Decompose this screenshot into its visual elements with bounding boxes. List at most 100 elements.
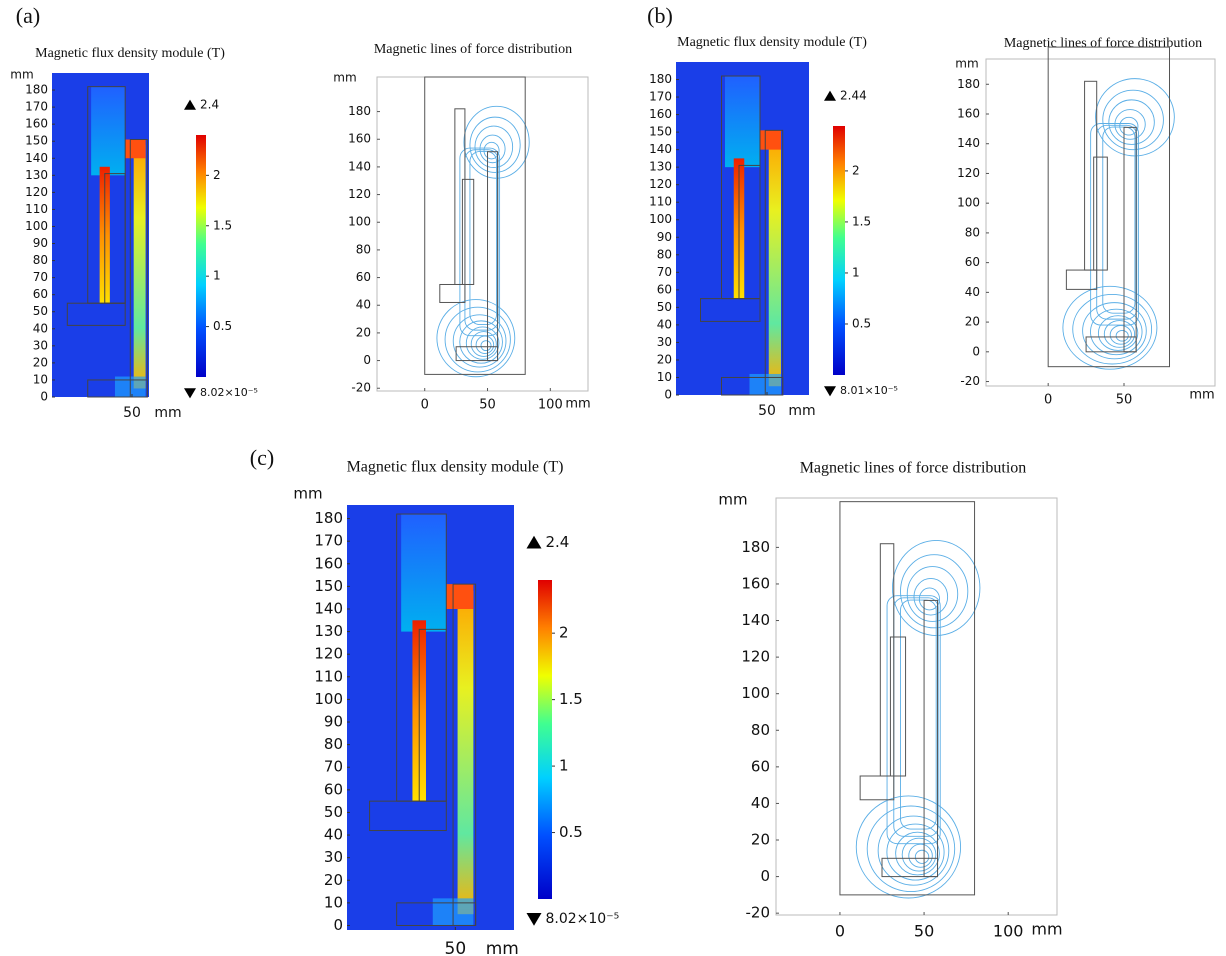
x-tick-label: 50 xyxy=(914,922,934,941)
colorbar-tick-label: 0.5 xyxy=(213,319,232,333)
y-tick-label: 60 xyxy=(751,757,770,775)
y-tick-label: 110 xyxy=(649,195,672,209)
y-tick-label: 20 xyxy=(657,352,672,366)
y-tick-label: 100 xyxy=(348,215,371,229)
plot-title: Magnetic lines of force distribution xyxy=(800,460,1027,477)
y-tick-label: 90 xyxy=(657,230,672,244)
field-line xyxy=(1062,285,1158,370)
field-line xyxy=(1115,329,1129,342)
min-label: 8.01×10⁻⁵ xyxy=(840,384,898,397)
field-line xyxy=(1090,308,1143,356)
field-line xyxy=(470,331,497,357)
y-tick-label: 140 xyxy=(25,151,48,165)
field-line xyxy=(895,831,940,876)
y-tick-label: -20 xyxy=(746,904,771,922)
x-unit: mm xyxy=(154,405,181,421)
outline xyxy=(424,76,526,375)
field-line xyxy=(886,595,941,845)
region xyxy=(91,86,126,176)
field-line xyxy=(908,843,933,868)
field-line xyxy=(1108,99,1155,145)
outline xyxy=(839,501,976,896)
y-tick-label: 150 xyxy=(314,577,343,595)
y-tick-label: -20 xyxy=(960,374,980,388)
outline xyxy=(455,346,499,362)
y-tick-label: 170 xyxy=(25,100,48,114)
plot-title: Magnetic lines of force distribution xyxy=(1004,36,1202,51)
y-tick-label: 80 xyxy=(751,721,770,739)
outline xyxy=(396,902,477,926)
y-tick-label: 50 xyxy=(324,803,343,821)
y-tick-label: 70 xyxy=(657,265,672,279)
x-unit: mm xyxy=(486,939,519,956)
y-tick-label: 180 xyxy=(957,77,980,91)
y-tick-label: 0 xyxy=(363,353,371,367)
min-marker xyxy=(526,913,542,926)
y-tick-label: 40 xyxy=(751,794,770,812)
y-tick-label: 30 xyxy=(324,848,343,866)
outline xyxy=(439,283,466,303)
field-line xyxy=(459,320,503,364)
field-line xyxy=(469,116,521,173)
colorbar xyxy=(196,135,206,377)
y-unit: mm xyxy=(293,485,322,503)
x-tick-label: 50 xyxy=(445,939,467,956)
y-tick-label: 60 xyxy=(33,287,48,301)
y-tick-label: 90 xyxy=(324,713,343,731)
y-tick-label: 60 xyxy=(324,780,343,798)
y-tick-label: 60 xyxy=(657,282,672,296)
y-tick-label: 130 xyxy=(25,168,48,182)
colorbar xyxy=(833,126,845,375)
field-line xyxy=(1114,109,1146,140)
y-tick-label: 120 xyxy=(314,645,343,663)
plot-title: Magnetic flux density module (T) xyxy=(347,459,564,476)
x-tick-label: 100 xyxy=(993,922,1024,941)
field-line xyxy=(1103,320,1136,348)
max-label: 2.4 xyxy=(546,533,570,551)
y-tick-label: 160 xyxy=(348,132,371,146)
outline xyxy=(700,298,761,322)
min-label: 8.02×10⁻⁵ xyxy=(546,911,620,927)
y-tick-label: 140 xyxy=(314,599,343,617)
x-tick-label: 50 xyxy=(758,403,776,419)
field-line xyxy=(469,150,498,326)
colorbar-tick-label: 2 xyxy=(559,624,569,642)
colorbar-tick-label: 2 xyxy=(852,163,860,177)
field-line xyxy=(1119,116,1139,136)
y-tick-label: 130 xyxy=(649,160,672,174)
y-tick-label: 180 xyxy=(25,83,48,97)
field-line xyxy=(479,134,506,164)
y-tick-label: 120 xyxy=(25,185,48,199)
y-tick-label: 160 xyxy=(741,574,770,592)
y-tick-label: 0 xyxy=(664,388,672,402)
x-tick-label: 50 xyxy=(479,398,496,413)
plot-title: Magnetic lines of force distribution xyxy=(374,42,572,57)
y-tick-label: 140 xyxy=(741,611,770,629)
field-line xyxy=(1090,123,1140,326)
y-tick-label: 40 xyxy=(965,285,980,299)
panel-label: (b) xyxy=(647,3,673,28)
y-tick-label: 100 xyxy=(957,196,980,210)
min-marker xyxy=(824,386,836,397)
y-tick-label: 100 xyxy=(649,212,672,226)
field-line xyxy=(913,578,949,616)
y-tick-label: 140 xyxy=(649,142,672,156)
colorbar-tick-label: 1 xyxy=(559,757,569,775)
field-line xyxy=(452,314,507,368)
region xyxy=(760,130,781,150)
field-line xyxy=(436,299,516,378)
plot-title: Magnetic flux density module (T) xyxy=(35,46,225,61)
field-line xyxy=(900,599,937,830)
min-label: 8.02×10⁻⁵ xyxy=(200,386,258,399)
y-tick-label: 110 xyxy=(25,202,48,216)
y-tick-label: 150 xyxy=(649,125,672,139)
y-tick-label: 180 xyxy=(314,509,343,527)
outline xyxy=(461,178,475,285)
plot-frame xyxy=(376,76,589,392)
field-line xyxy=(1072,293,1153,365)
y-tick-label: 160 xyxy=(957,106,980,120)
outline xyxy=(721,376,784,396)
x-tick-label: 100 xyxy=(538,398,563,413)
x-unit: mm xyxy=(1031,920,1062,939)
y-tick-label: 90 xyxy=(33,236,48,250)
